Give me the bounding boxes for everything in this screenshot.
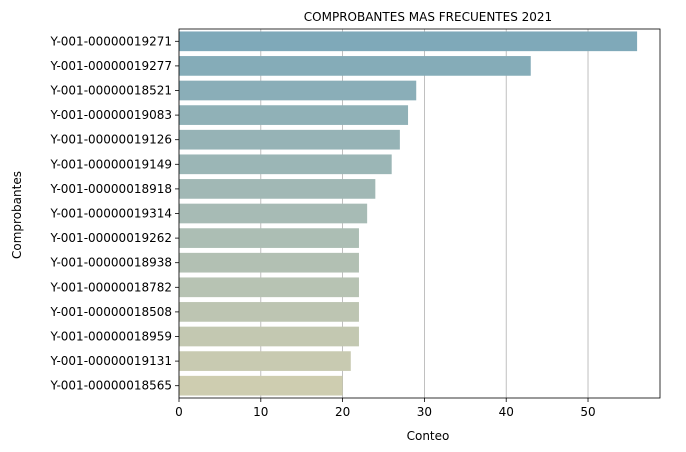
chart-title: COMPROBANTES MAS FRECUENTES 2021 <box>304 10 552 24</box>
y-tick-label: Y-001-00000019083 <box>50 108 172 122</box>
y-tick-label: Y-001-00000018782 <box>50 280 172 294</box>
y-tick-label: Y-001-00000018508 <box>50 305 172 319</box>
bar <box>179 326 359 347</box>
x-tick-label: 40 <box>499 405 514 419</box>
bar <box>179 228 359 248</box>
y-tick-labels: Y-001-00000019271 Y-001-00000019277 Y-001-… <box>50 34 179 393</box>
bar <box>179 302 359 322</box>
y-tick-label: Y-001-00000019277 <box>50 59 172 73</box>
bar <box>179 252 359 273</box>
y-tick-label: Y-001-00000019149 <box>50 157 172 171</box>
y-tick-label: Y-001-00000019314 <box>50 207 172 221</box>
x-tick-label: 30 <box>417 405 432 419</box>
bar <box>179 351 351 371</box>
y-tick-label: Y-001-00000018521 <box>50 84 172 98</box>
bar <box>179 375 343 396</box>
y-axis-label: Comprobantes <box>10 171 24 259</box>
bar <box>179 80 417 101</box>
bars <box>179 31 638 396</box>
bar <box>179 31 638 52</box>
bar <box>179 277 359 298</box>
y-tick-label: Y-001-00000019262 <box>50 231 172 245</box>
x-axis-label: Conteo <box>407 429 450 443</box>
y-tick-label: Y-001-00000018959 <box>50 330 172 344</box>
x-tick-labels: 0 10 20 30 40 50 <box>175 398 596 419</box>
y-tick-label: Y-001-00000018918 <box>50 182 172 196</box>
bar <box>179 129 400 150</box>
x-tick-label: 20 <box>335 405 350 419</box>
y-tick-label: Y-001-00000018938 <box>50 256 172 270</box>
x-tick-label: 50 <box>580 405 595 419</box>
y-tick-label: Y-001-00000019271 <box>50 34 172 48</box>
bar <box>179 179 376 199</box>
bar <box>179 203 368 224</box>
y-tick-label: Y-001-00000018565 <box>50 379 172 393</box>
x-tick-label: 0 <box>175 405 183 419</box>
y-tick-label: Y-001-00000019131 <box>50 354 172 368</box>
bar <box>179 105 409 125</box>
bar <box>179 56 531 76</box>
y-tick-label: Y-001-00000019126 <box>50 133 172 147</box>
x-tick-label: 10 <box>253 405 268 419</box>
bar <box>179 154 392 175</box>
